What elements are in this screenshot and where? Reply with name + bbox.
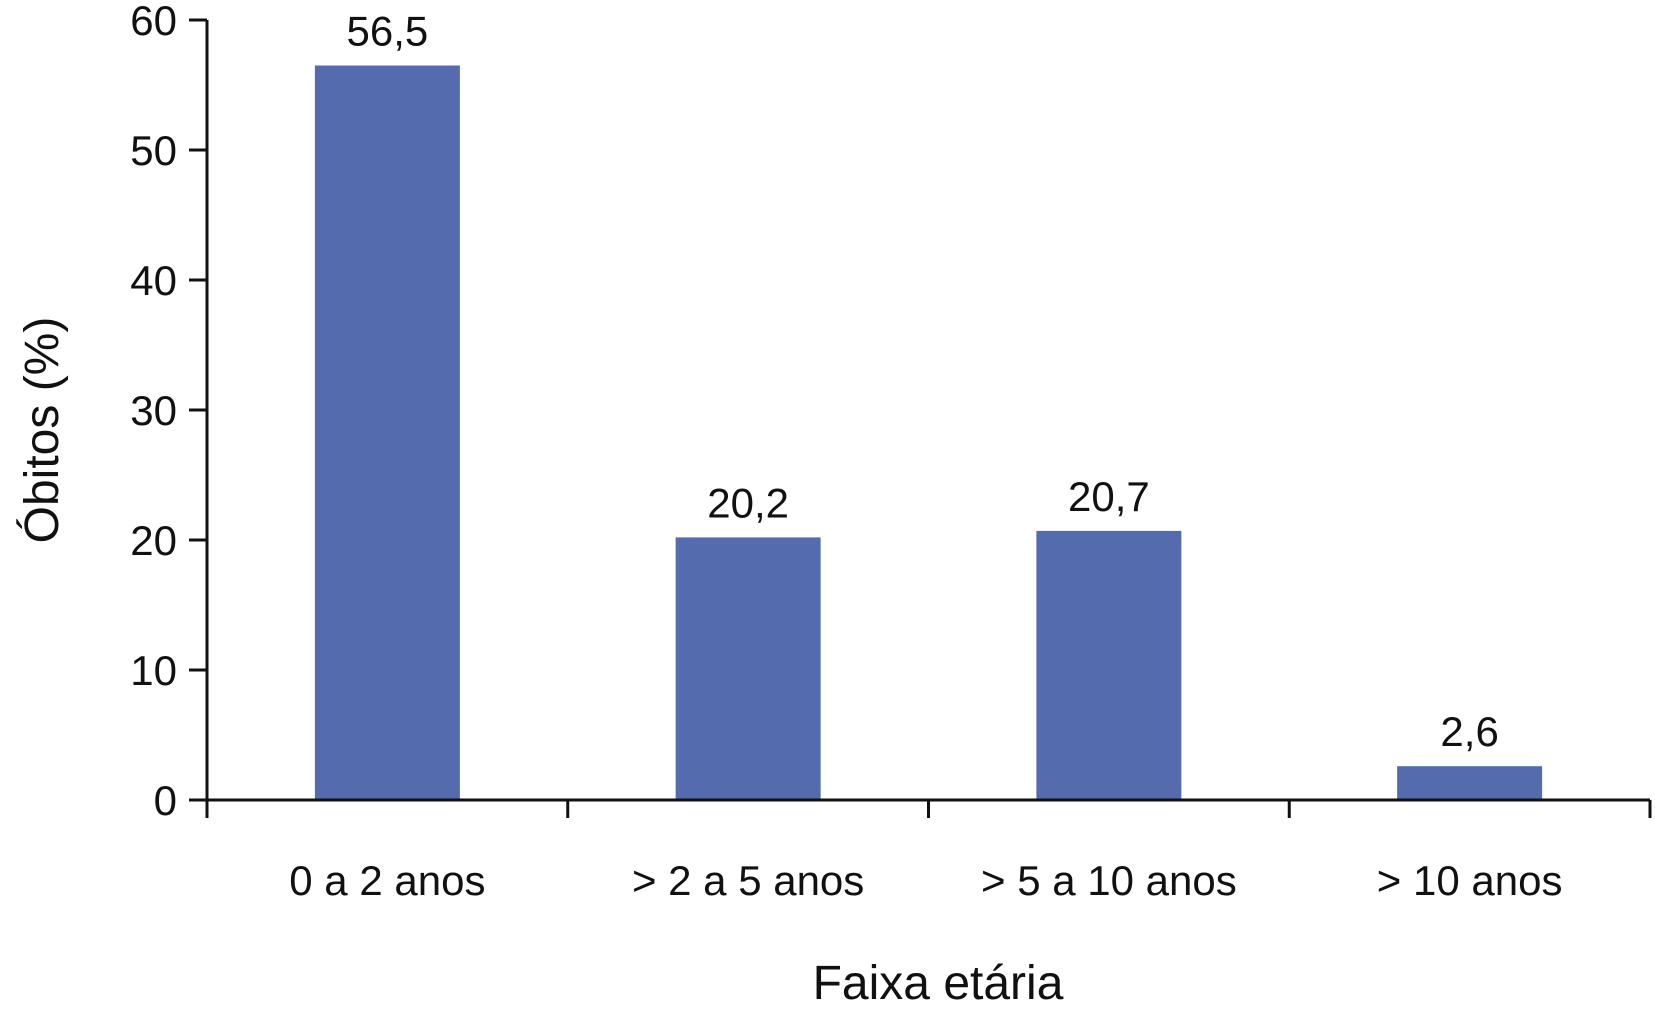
y-tick-label: 50 — [130, 127, 177, 174]
x-category-label: > 2 a 5 anos — [632, 857, 864, 904]
x-category-label: > 10 anos — [1377, 857, 1563, 904]
y-tick-label: 20 — [130, 517, 177, 564]
y-tick-label: 60 — [130, 0, 177, 44]
y-tick-label: 10 — [130, 647, 177, 694]
x-category-label: > 5 a 10 anos — [981, 857, 1237, 904]
x-axis-title: Faixa etária — [813, 957, 1064, 1010]
bar — [675, 537, 821, 800]
bar-value-label: 2,6 — [1440, 708, 1498, 755]
y-tick-label: 30 — [130, 387, 177, 434]
bar-value-label: 56,5 — [347, 8, 429, 55]
bar — [314, 65, 460, 800]
bar — [1036, 530, 1182, 800]
x-axis: 0 a 2 anos > 2 a 5 anos > 5 a 10 anos > 10 … — [205, 798, 1652, 904]
y-axis: 0 10 20 30 40 50 60 — [130, 0, 209, 824]
x-category-label: 0 a 2 anos — [289, 857, 485, 904]
bar-value-label: 20,7 — [1068, 473, 1150, 520]
y-tick-label: 0 — [154, 777, 177, 824]
y-tick-label: 40 — [130, 257, 177, 304]
bar — [1397, 766, 1543, 800]
bar-value-label: 20,2 — [707, 479, 789, 526]
data-labels-group: 56,5 20,2 20,7 2,6 — [347, 8, 1499, 756]
bars-group — [314, 65, 1543, 800]
y-axis-title: Óbitos (%) — [15, 317, 69, 544]
